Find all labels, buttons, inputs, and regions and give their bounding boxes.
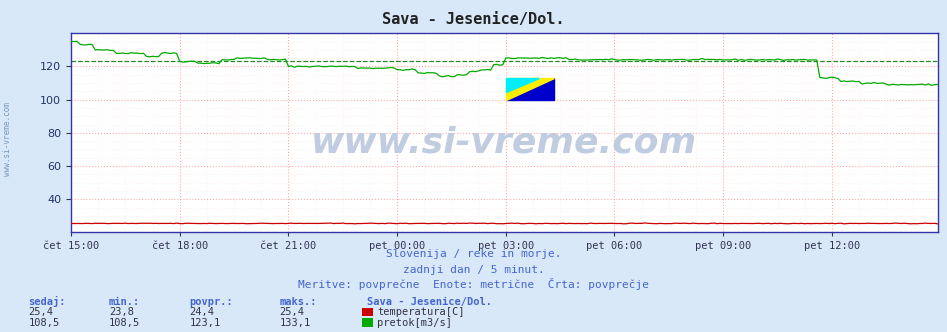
Polygon shape [506,78,540,92]
Text: 23,8: 23,8 [109,307,134,317]
Text: povpr.:: povpr.: [189,297,233,307]
Text: 123,1: 123,1 [189,318,221,328]
Text: 108,5: 108,5 [28,318,60,328]
Text: 25,4: 25,4 [28,307,53,317]
Text: www.si-vreme.com: www.si-vreme.com [3,103,12,176]
Text: Slovenija / reke in morje.: Slovenija / reke in morje. [385,249,562,259]
Text: zadnji dan / 5 minut.: zadnji dan / 5 minut. [402,265,545,275]
Text: temperatura[C]: temperatura[C] [377,307,464,317]
Text: Sava - Jesenice/Dol.: Sava - Jesenice/Dol. [367,297,492,307]
Text: min.:: min.: [109,297,140,307]
Text: www.si-vreme.com: www.si-vreme.com [312,126,697,160]
Text: 133,1: 133,1 [279,318,311,328]
Text: Meritve: povprečne  Enote: metrične  Črta: povprečje: Meritve: povprečne Enote: metrične Črta:… [298,278,649,290]
Text: 25,4: 25,4 [279,307,304,317]
Text: 108,5: 108,5 [109,318,140,328]
Text: Sava - Jesenice/Dol.: Sava - Jesenice/Dol. [383,12,564,27]
Polygon shape [506,78,554,100]
Polygon shape [506,78,554,100]
Text: sedaj:: sedaj: [28,296,66,307]
Text: maks.:: maks.: [279,297,317,307]
Text: pretok[m3/s]: pretok[m3/s] [377,318,452,328]
Text: 24,4: 24,4 [189,307,214,317]
